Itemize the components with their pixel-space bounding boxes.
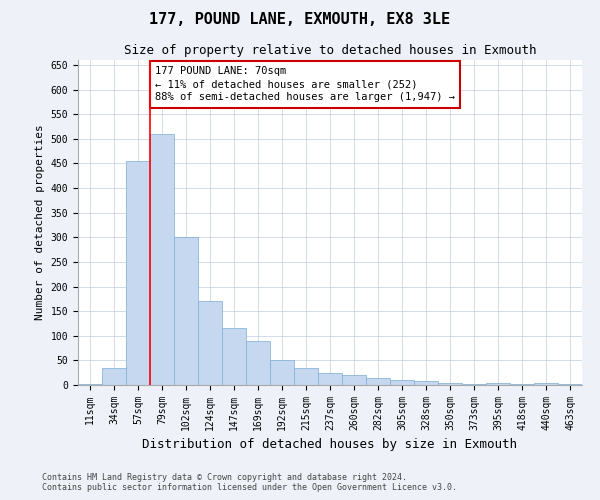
Bar — [318, 372, 342, 385]
Bar — [222, 328, 246, 385]
Y-axis label: Number of detached properties: Number of detached properties — [35, 124, 45, 320]
Text: Contains HM Land Registry data © Crown copyright and database right 2024.
Contai: Contains HM Land Registry data © Crown c… — [42, 473, 457, 492]
Text: 177, POUND LANE, EXMOUTH, EX8 3LE: 177, POUND LANE, EXMOUTH, EX8 3LE — [149, 12, 451, 28]
Bar — [126, 161, 150, 385]
Bar — [366, 378, 390, 385]
Bar — [102, 368, 126, 385]
Bar — [270, 360, 294, 385]
Bar — [510, 384, 534, 385]
Bar — [198, 302, 222, 385]
Bar — [390, 380, 414, 385]
Bar — [462, 384, 486, 385]
Bar — [78, 384, 102, 385]
Bar — [246, 340, 270, 385]
Bar — [342, 375, 366, 385]
Bar — [150, 134, 174, 385]
Title: Size of property relative to detached houses in Exmouth: Size of property relative to detached ho… — [124, 44, 536, 58]
X-axis label: Distribution of detached houses by size in Exmouth: Distribution of detached houses by size … — [143, 438, 517, 452]
Bar — [534, 383, 558, 385]
Bar — [438, 382, 462, 385]
Bar — [558, 384, 582, 385]
Bar — [174, 238, 198, 385]
Text: 177 POUND LANE: 70sqm
← 11% of detached houses are smaller (252)
88% of semi-det: 177 POUND LANE: 70sqm ← 11% of detached … — [155, 66, 455, 102]
Bar — [486, 383, 510, 385]
Bar — [294, 368, 318, 385]
Bar — [414, 381, 438, 385]
